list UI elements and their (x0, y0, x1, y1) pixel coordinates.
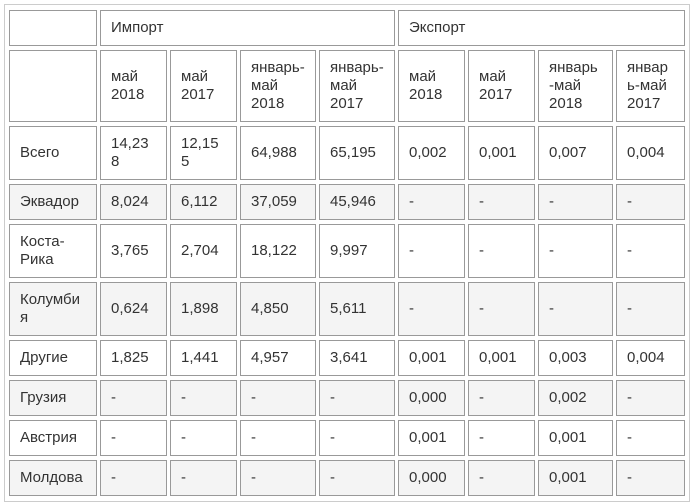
row-label: Колумбия (9, 282, 97, 336)
table-cell: 0,001 (538, 420, 614, 456)
table-cell: 0,000 (398, 460, 466, 496)
row-label: Грузия (9, 380, 97, 416)
table-row: Другие 1,825 1,441 4,957 3,641 0,001 0,0… (9, 340, 685, 376)
table-cell: - (468, 460, 536, 496)
table-cell: - (468, 420, 536, 456)
corner-cell-sub (9, 50, 97, 122)
table-row: Всего 14,238 12,155 64,988 65,195 0,002 … (9, 126, 685, 180)
table-cell: - (398, 184, 466, 220)
table-cell: - (616, 380, 685, 416)
table-cell: - (616, 460, 685, 496)
column-header-export-jan-may-2018: январь-май 2018 (538, 50, 614, 122)
row-label: Всего (9, 126, 97, 180)
table-cell: - (538, 224, 614, 278)
table-cell: - (240, 380, 316, 416)
table-cell: 65,195 (319, 126, 396, 180)
table-cell: 0,001 (538, 460, 614, 496)
table-cell: - (468, 380, 536, 416)
group-header-export: Экспорт (398, 10, 685, 46)
table-cell: - (100, 460, 167, 496)
column-header-export-jan-may-2017: январь-май 2017 (616, 50, 685, 122)
table-cell: - (616, 224, 685, 278)
table-row: Молдова - - - - 0,000 - 0,001 - (9, 460, 685, 496)
table-cell: - (240, 460, 316, 496)
table-cell: - (616, 184, 685, 220)
table-cell: 9,997 (319, 224, 396, 278)
table-cell: - (468, 184, 536, 220)
table-cell: 6,112 (170, 184, 237, 220)
row-label: Другие (9, 340, 97, 376)
table-cell: 12,155 (170, 126, 237, 180)
table-cell: - (319, 420, 396, 456)
column-header-import-may-2017: май 2017 (170, 50, 237, 122)
import-export-table: Импорт Экспорт май 2018 май 2017 январь-… (6, 6, 688, 500)
table-row: Австрия - - - - 0,001 - 0,001 - (9, 420, 685, 456)
column-header-import-jan-may-2017: январь-май 2017 (319, 50, 396, 122)
table-cell: 4,957 (240, 340, 316, 376)
table-cell: - (468, 282, 536, 336)
table-cell: 0,001 (468, 340, 536, 376)
table-cell: - (319, 460, 396, 496)
table-cell: 0,000 (398, 380, 466, 416)
row-label: Молдова (9, 460, 97, 496)
row-label: Коста-Рика (9, 224, 97, 278)
table-cell: 1,898 (170, 282, 237, 336)
table-cell: 0,004 (616, 126, 685, 180)
table-cell: 1,441 (170, 340, 237, 376)
column-header-row: май 2018 май 2017 январь-май 2018 январь… (9, 50, 685, 122)
table-cell: 3,765 (100, 224, 167, 278)
table-cell: 5,611 (319, 282, 396, 336)
table-cell: - (319, 380, 396, 416)
table-cell: - (616, 282, 685, 336)
column-header-export-may-2017: май 2017 (468, 50, 536, 122)
group-header-row: Импорт Экспорт (9, 10, 685, 46)
table-cell: 14,238 (100, 126, 167, 180)
table-cell: 3,641 (319, 340, 396, 376)
table-row: Колумбия 0,624 1,898 4,850 5,611 - - - - (9, 282, 685, 336)
table-cell: - (616, 420, 685, 456)
column-header-export-may-2018: май 2018 (398, 50, 466, 122)
table-row: Коста-Рика 3,765 2,704 18,122 9,997 - - … (9, 224, 685, 278)
trade-table-container: Импорт Экспорт май 2018 май 2017 январь-… (4, 4, 690, 502)
table-cell: - (240, 420, 316, 456)
table-cell: 0,004 (616, 340, 685, 376)
column-header-import-may-2018: май 2018 (100, 50, 167, 122)
table-cell: 0,624 (100, 282, 167, 336)
table-cell: 8,024 (100, 184, 167, 220)
corner-cell-top (9, 10, 97, 46)
table-cell: 0,002 (398, 126, 466, 180)
table-cell: - (538, 282, 614, 336)
table-cell: 0,007 (538, 126, 614, 180)
table-cell: 64,988 (240, 126, 316, 180)
table-cell: 0,001 (398, 420, 466, 456)
group-header-import: Импорт (100, 10, 396, 46)
table-cell: 0,002 (538, 380, 614, 416)
table-cell: 0,001 (398, 340, 466, 376)
table-row: Грузия - - - - 0,000 - 0,002 - (9, 380, 685, 416)
table-cell: - (170, 380, 237, 416)
row-label: Австрия (9, 420, 97, 456)
table-cell: - (398, 282, 466, 336)
table-cell: - (398, 224, 466, 278)
table-cell: 2,704 (170, 224, 237, 278)
column-header-import-jan-may-2018: январь-май 2018 (240, 50, 316, 122)
row-label: Эквадор (9, 184, 97, 220)
table-row: Эквадор 8,024 6,112 37,059 45,946 - - - … (9, 184, 685, 220)
table-cell: - (538, 184, 614, 220)
table-cell: - (100, 420, 167, 456)
table-cell: 0,001 (468, 126, 536, 180)
table-cell: 0,003 (538, 340, 614, 376)
table-cell: 18,122 (240, 224, 316, 278)
table-cell: - (170, 420, 237, 456)
table-cell: - (468, 224, 536, 278)
table-cell: 4,850 (240, 282, 316, 336)
table-cell: 1,825 (100, 340, 167, 376)
table-cell: 45,946 (319, 184, 396, 220)
table-cell: - (100, 380, 167, 416)
table-cell: - (170, 460, 237, 496)
table-cell: 37,059 (240, 184, 316, 220)
